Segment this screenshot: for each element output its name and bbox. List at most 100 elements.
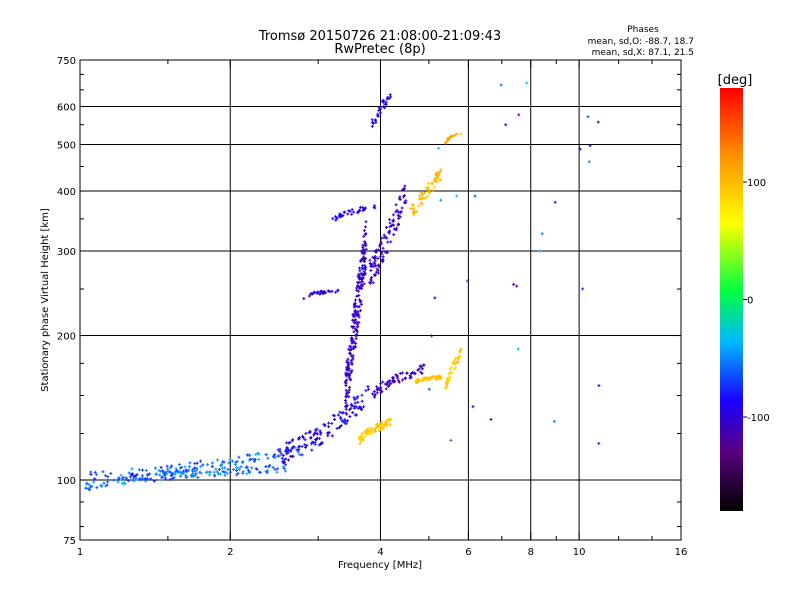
data-point <box>286 451 290 455</box>
data-point <box>344 383 348 387</box>
data-point <box>361 207 365 211</box>
data-point <box>424 186 428 190</box>
data-point <box>104 484 108 488</box>
x-tick-label: 1 <box>77 547 83 558</box>
data-point <box>247 458 251 462</box>
data-point <box>422 197 426 201</box>
data-point <box>290 439 294 443</box>
data-point <box>428 377 432 381</box>
data-point <box>344 401 348 405</box>
data-point <box>403 184 407 188</box>
data-point <box>432 185 436 189</box>
data-point <box>597 384 601 388</box>
data-point <box>221 466 225 470</box>
data-point <box>289 449 293 453</box>
data-point <box>381 246 385 250</box>
data-point <box>241 460 245 464</box>
data-point <box>92 478 96 482</box>
data-point <box>334 290 338 294</box>
y-tick-label: 75 <box>63 536 76 547</box>
data-point <box>333 417 337 421</box>
data-point <box>437 374 441 378</box>
data-point <box>352 330 356 334</box>
data-point <box>381 257 385 261</box>
data-point <box>350 337 354 341</box>
data-point <box>350 325 354 329</box>
data-point <box>394 228 398 232</box>
data-point <box>300 445 304 449</box>
data-point <box>177 462 181 466</box>
data-point <box>327 421 331 425</box>
data-point <box>430 334 434 338</box>
data-point <box>381 380 385 384</box>
data-point <box>319 442 323 446</box>
data-point <box>264 453 268 457</box>
data-point <box>318 436 322 440</box>
data-point <box>361 256 365 260</box>
data-point <box>106 480 110 484</box>
data-point <box>356 395 360 399</box>
data-point <box>434 374 438 378</box>
data-point <box>356 281 360 285</box>
data-point <box>373 257 377 261</box>
data-point <box>302 297 306 301</box>
data-point <box>445 383 449 387</box>
data-point <box>286 448 290 452</box>
data-point <box>347 368 351 372</box>
data-point <box>436 176 440 180</box>
colorbar-ticks: 100 0 -100 <box>743 178 770 424</box>
colorbar-tick-label: 0 <box>747 296 753 307</box>
y-tick-label: 500 <box>57 141 76 152</box>
data-point <box>455 194 459 198</box>
data-point <box>409 207 413 211</box>
data-point <box>222 460 226 464</box>
data-point <box>307 294 311 298</box>
data-point <box>449 134 453 138</box>
data-point <box>465 279 469 283</box>
data-point <box>391 213 395 217</box>
data-point <box>195 468 199 472</box>
data-point <box>419 365 423 369</box>
data-point <box>257 452 261 456</box>
data-point <box>169 474 173 478</box>
data-point <box>400 206 404 210</box>
data-point <box>357 320 361 324</box>
data-point <box>370 276 374 280</box>
data-point <box>375 426 379 430</box>
data-point <box>392 376 396 380</box>
grid-lines <box>80 60 681 540</box>
data-point <box>334 215 338 219</box>
data-point <box>360 279 364 283</box>
data-point <box>359 258 363 262</box>
data-point <box>362 234 366 238</box>
data-point <box>199 471 203 475</box>
data-point <box>282 460 286 464</box>
data-point <box>394 203 398 207</box>
data-point <box>210 461 214 465</box>
data-point <box>351 355 355 359</box>
y-tick-label: 100 <box>57 476 76 487</box>
data-point <box>388 383 392 387</box>
data-point <box>304 431 308 435</box>
data-point <box>452 367 456 371</box>
data-point <box>363 240 367 244</box>
data-point <box>438 178 442 182</box>
data-point <box>515 284 519 288</box>
data-point <box>178 474 182 478</box>
data-point <box>279 452 283 456</box>
data-point <box>116 480 120 484</box>
data-point <box>94 473 98 477</box>
data-point <box>389 240 393 244</box>
data-point <box>578 147 582 151</box>
data-point <box>364 206 368 210</box>
data-point <box>376 269 380 273</box>
data-point <box>349 377 353 381</box>
data-point <box>435 376 439 380</box>
data-point <box>152 479 156 483</box>
data-point <box>168 466 172 470</box>
data-point <box>267 465 271 469</box>
data-point <box>455 132 459 136</box>
data-point <box>121 481 125 485</box>
data-point <box>385 251 389 255</box>
data-point <box>180 472 184 476</box>
